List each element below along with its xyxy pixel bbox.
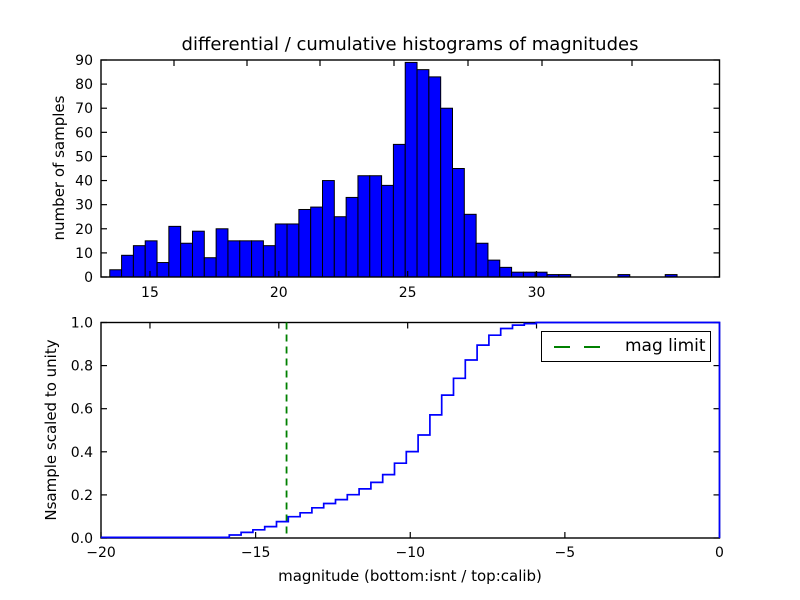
- histogram-bar: [144, 240, 158, 278]
- tick-label: 10: [75, 246, 93, 262]
- tick-label: 50: [75, 149, 93, 165]
- histogram-bar: [522, 271, 536, 278]
- figure-title: differential / cumulative histograms of …: [181, 34, 639, 55]
- histogram-bar: [499, 266, 513, 278]
- histogram-bar: [203, 257, 217, 278]
- histogram-bar: [132, 245, 146, 278]
- tick-label: 0.0: [71, 531, 93, 547]
- tick-label: 0.2: [71, 488, 93, 504]
- bottom-xlabel: magnitude (bottom:isnt / top:calib): [278, 567, 542, 585]
- tick-label: 0.4: [71, 445, 93, 461]
- tick-label: 20: [75, 222, 93, 238]
- legend-box: mag limit: [541, 331, 711, 362]
- tick-label: −20: [86, 545, 116, 561]
- top-plot-area: 0 10 20 30 40 50 60 70 80 90 15 20 25 30: [75, 53, 721, 301]
- tick-label: −10: [395, 545, 425, 561]
- tick-label: 0: [84, 270, 93, 286]
- tick-label: 1.0: [71, 316, 93, 332]
- bottom-ylabel: Nsample scaled to unity: [42, 339, 60, 521]
- histogram-bar: [251, 240, 264, 278]
- histogram-bar: [121, 254, 134, 278]
- tick-label: 25: [399, 285, 417, 301]
- histogram-bar: [452, 168, 465, 278]
- histogram-bar: [227, 240, 241, 278]
- histogram-bar: [511, 271, 524, 278]
- histogram-bar: [109, 269, 123, 278]
- histogram-bar: [215, 228, 229, 278]
- histogram-bar: [333, 216, 347, 278]
- bottom-plot-area: 0.0 0.2 0.4 0.6 0.8 1.0 −20 −15 −10 −5 0: [71, 316, 724, 562]
- tick-label: −5: [555, 545, 576, 561]
- top-axes-frame: [100, 59, 721, 278]
- histogram-bar: [416, 69, 430, 278]
- tick-label: 90: [75, 53, 93, 69]
- histogram-bar: [463, 213, 477, 278]
- histogram-bar: [369, 175, 383, 278]
- histogram-bar: [168, 225, 182, 278]
- histogram-bar: [392, 143, 406, 278]
- tick-label: 40: [75, 174, 93, 190]
- legend-label: mag limit: [625, 336, 706, 356]
- mag-limit-legend-line: [554, 345, 608, 348]
- histogram-bar: [381, 184, 394, 278]
- tick-label: 30: [75, 198, 93, 214]
- histogram-bar: [274, 223, 288, 278]
- histogram-bar: [440, 107, 453, 278]
- histogram-bar: [239, 240, 253, 278]
- tick-label: 20: [270, 285, 288, 301]
- tick-label: 0: [715, 545, 724, 561]
- tick-label: 15: [141, 285, 159, 301]
- tick-label: 80: [75, 77, 93, 93]
- histogram-bar: [345, 196, 359, 278]
- histogram-bar: [322, 180, 335, 278]
- tick-label: 60: [75, 125, 93, 141]
- histogram-bar: [180, 242, 193, 278]
- histogram-bar: [428, 76, 442, 278]
- top-ylabel: number of samples: [50, 95, 68, 241]
- cumulative-curve: [101, 321, 721, 539]
- tick-label: −15: [241, 545, 271, 561]
- histogram-bar: [357, 175, 371, 278]
- histogram-bar: [286, 223, 300, 278]
- tick-label: 0.8: [71, 359, 93, 375]
- histogram-bar: [191, 230, 205, 278]
- histogram-bar: [298, 208, 312, 278]
- histogram-bar: [487, 259, 501, 278]
- histogram-bar: [262, 245, 276, 278]
- tick-label: 0.6: [71, 402, 93, 418]
- histogram-bar: [310, 206, 323, 278]
- histogram-bar: [404, 61, 418, 278]
- tick-label: 30: [528, 285, 546, 301]
- histogram-bar: [156, 262, 170, 278]
- histogram-bar: [475, 242, 489, 278]
- tick-label: 70: [75, 101, 93, 117]
